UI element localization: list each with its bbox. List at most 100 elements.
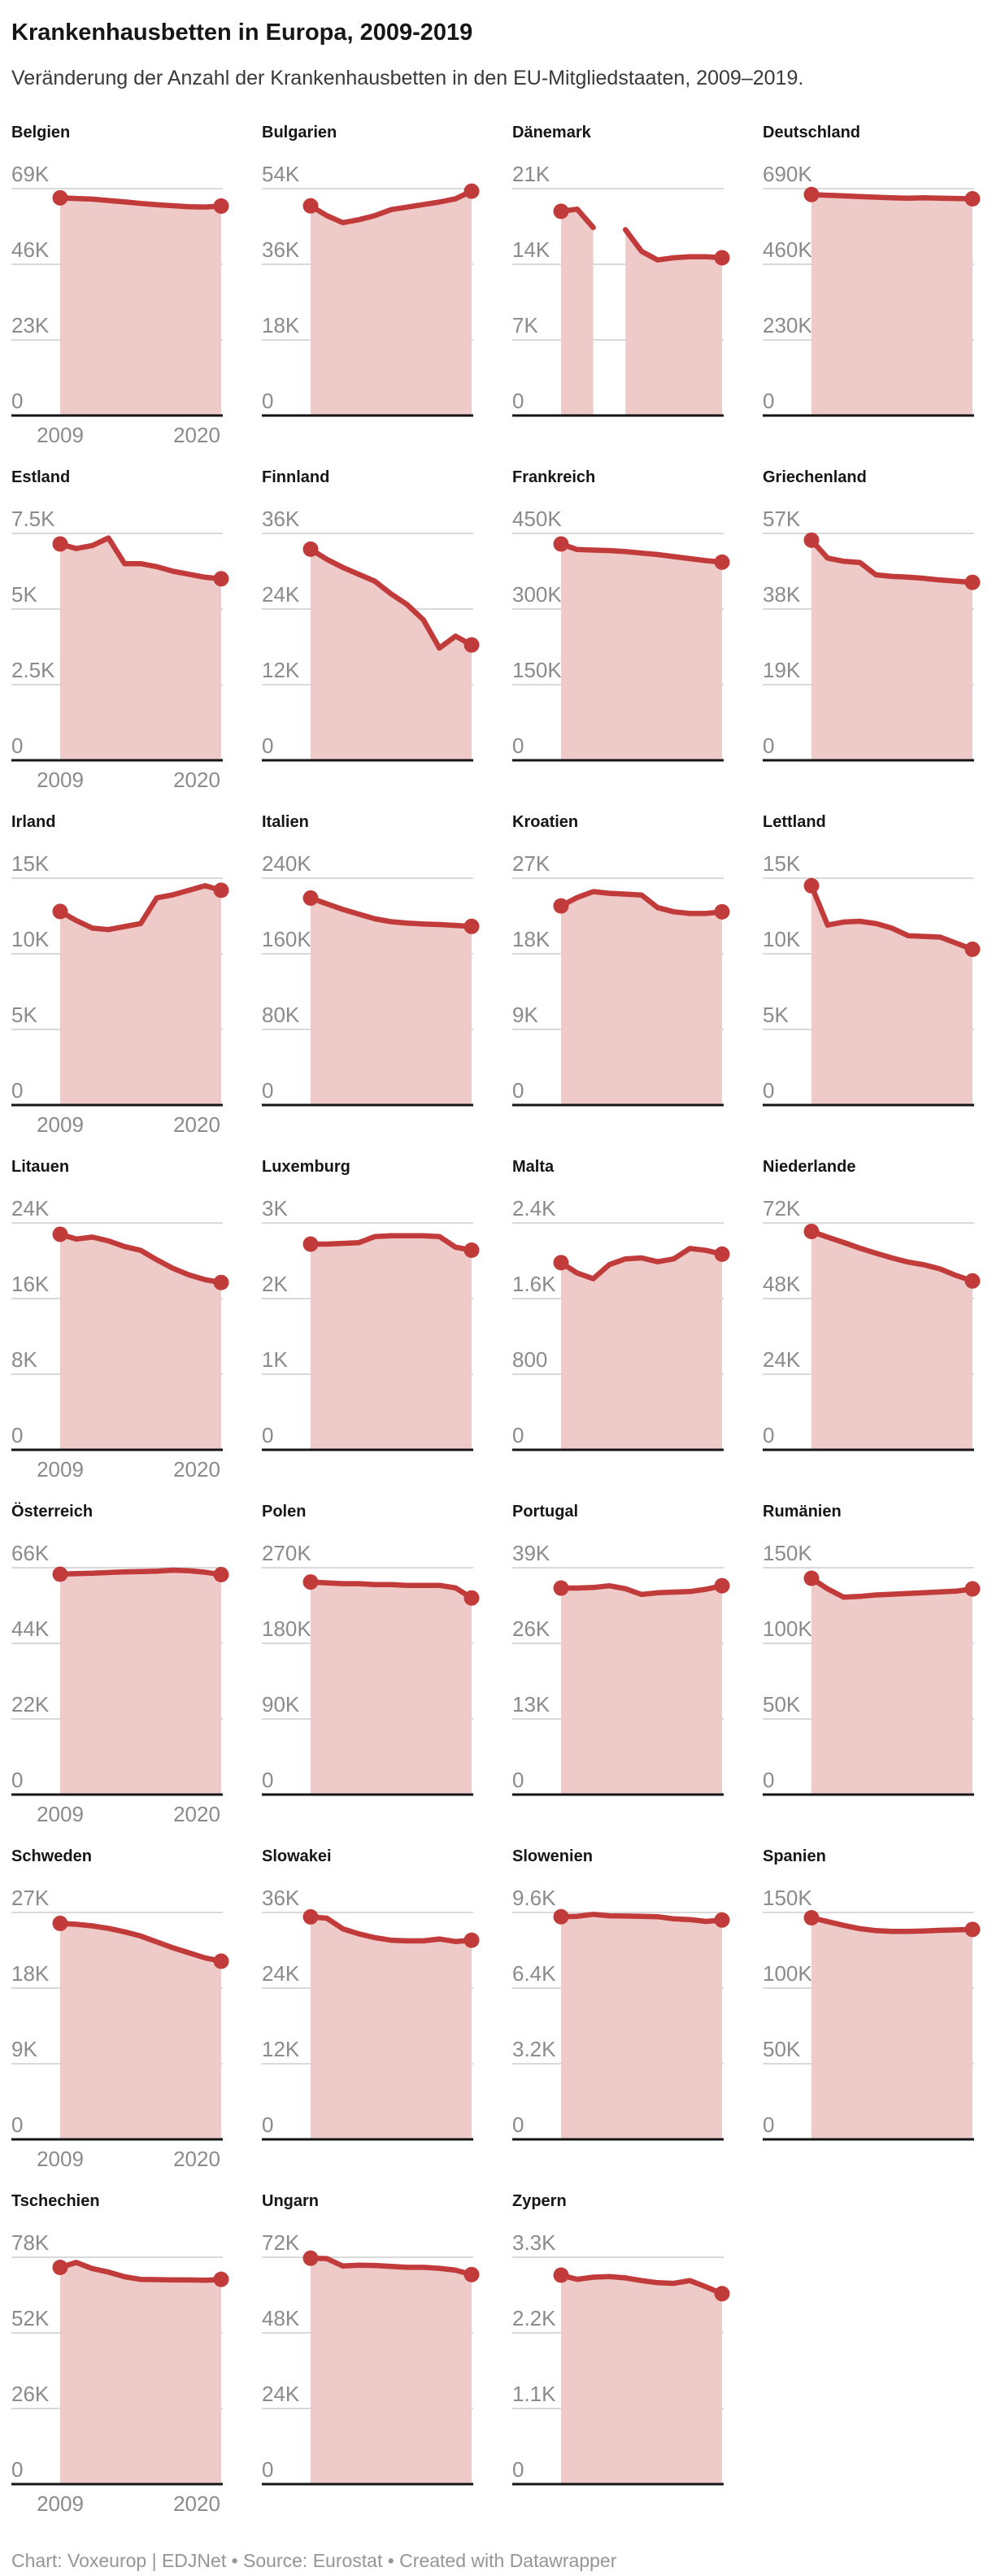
x-tick-label-start: 2009 bbox=[37, 1457, 84, 1482]
y-tick-label: 3.3K bbox=[512, 2230, 556, 2255]
area-fill bbox=[561, 2275, 722, 2484]
panel-title: Ungarn bbox=[262, 2192, 319, 2210]
panel-luxemburg: Luxemburg 3K 2K 1K 0 bbox=[262, 1156, 480, 1485]
y-tick-label: 0 bbox=[512, 1078, 524, 1103]
trend-line bbox=[558, 1582, 725, 1598]
y-tick-label: 38K bbox=[763, 582, 801, 607]
panel-chart: 270K 180K 90K 0 bbox=[262, 1541, 480, 1796]
endpoint-dot bbox=[463, 1932, 480, 1948]
y-tick-label: 5K bbox=[11, 1003, 37, 1027]
endpoint-dot bbox=[803, 186, 820, 202]
y-tick-label: 100K bbox=[763, 1617, 812, 1641]
y-tick-label: 66K bbox=[11, 1541, 50, 1565]
panel-title: Estland bbox=[11, 468, 71, 486]
y-tick-label: 150K bbox=[512, 658, 562, 682]
panel-chart: 21K 14K 7K 0 bbox=[512, 162, 730, 417]
area-fill bbox=[311, 2258, 472, 2484]
y-tick-label: 0 bbox=[262, 1768, 273, 1792]
panel-schweden: Schweden 27K 18K 9K 0 2009 2020 bbox=[11, 1846, 229, 2174]
y-tick-label: 14K bbox=[512, 237, 550, 262]
y-tick-label: 0 bbox=[11, 1423, 23, 1447]
panel-title: Tschechien bbox=[11, 2192, 100, 2210]
y-tick-label: 24K bbox=[11, 1196, 50, 1221]
panel-italien: Italien 240K 160K 80K 0 bbox=[262, 812, 480, 1140]
endpoint-dot bbox=[714, 554, 730, 570]
panel-title: Slowakei bbox=[262, 1847, 332, 1865]
endpoint-dot bbox=[463, 2266, 480, 2282]
y-tick-label: 27K bbox=[11, 1886, 50, 1910]
y-tick-label: 0 bbox=[11, 2113, 23, 2137]
y-tick-label: 15K bbox=[11, 851, 50, 876]
panel-chart: 3.3K 2.2K 1.1K 0 bbox=[512, 2230, 730, 2486]
area-fill bbox=[311, 1235, 472, 1450]
y-tick-label: 0 bbox=[763, 389, 774, 413]
panel-kroatien: Kroatien 27K 18K 9K 0 bbox=[512, 812, 730, 1140]
y-tick-label: 50K bbox=[763, 1692, 801, 1717]
panel-title: Luxemburg bbox=[262, 1158, 350, 1176]
y-tick-label: 0 bbox=[512, 1768, 524, 1792]
panel-chart: 2.4K 1.6K 800 0 bbox=[512, 1196, 730, 1451]
endpoint-dot bbox=[302, 1574, 319, 1590]
panel-title: Deutschland bbox=[763, 124, 861, 141]
x-tick-label-start: 2009 bbox=[37, 1112, 84, 1137]
panel-title: Spanien bbox=[763, 1847, 826, 1865]
y-tick-label: 180K bbox=[262, 1617, 311, 1641]
y-tick-label: 6.4K bbox=[512, 1961, 556, 1986]
y-tick-label: 24K bbox=[763, 1347, 801, 1372]
endpoint-dot bbox=[553, 2267, 569, 2283]
area-fill bbox=[60, 537, 221, 760]
y-tick-label: 0 bbox=[763, 733, 774, 758]
endpoint-dot bbox=[803, 1570, 820, 1586]
area-fill bbox=[60, 1234, 221, 1450]
endpoint-dot bbox=[803, 877, 820, 894]
y-tick-label: 15K bbox=[763, 851, 801, 876]
y-tick-label: 72K bbox=[262, 2230, 300, 2255]
y-tick-label: 36K bbox=[262, 1886, 300, 1910]
area-fill bbox=[811, 194, 972, 416]
y-tick-label: 24K bbox=[262, 1961, 300, 1986]
y-tick-label: 69K bbox=[11, 162, 50, 186]
y-tick-label: 9K bbox=[11, 2037, 37, 2061]
y-tick-label: 5K bbox=[11, 582, 37, 607]
y-tick-label: 2K bbox=[262, 1272, 288, 1296]
panel-chart: 57K 38K 19K 0 bbox=[763, 507, 981, 762]
y-tick-label: 0 bbox=[262, 389, 273, 413]
y-tick-label: 8K bbox=[11, 1347, 37, 1372]
x-tick-label-end: 2020 bbox=[173, 2147, 220, 2171]
y-tick-label: 78K bbox=[11, 2230, 50, 2255]
panel-chart: 72K 48K 24K 0 bbox=[763, 1196, 981, 1451]
y-tick-label: 5K bbox=[763, 1003, 789, 1027]
y-tick-label: 150K bbox=[763, 1886, 812, 1910]
area-fill bbox=[561, 1248, 722, 1450]
area-fill bbox=[60, 886, 221, 1105]
area-fill bbox=[60, 2262, 221, 2484]
y-tick-label: 0 bbox=[512, 389, 524, 413]
endpoint-dot bbox=[213, 1566, 229, 1582]
panel-deutschland: Deutschland 690K 460K 230K 0 bbox=[763, 122, 981, 450]
x-tick-label-end: 2020 bbox=[173, 1802, 220, 1826]
endpoint-dot bbox=[964, 1921, 981, 1938]
x-tick-label-end: 2020 bbox=[173, 423, 220, 447]
y-tick-label: 270K bbox=[262, 1541, 311, 1565]
y-tick-label: 3K bbox=[262, 1196, 288, 1221]
panel-chart: 69K 46K 23K 0 2009 2020 bbox=[11, 162, 229, 447]
trend-line bbox=[57, 1921, 224, 1965]
panel-title: Irland bbox=[11, 813, 56, 831]
trend-line bbox=[307, 1579, 475, 1601]
y-tick-label: 50K bbox=[763, 2037, 801, 2061]
area-fill bbox=[561, 1914, 722, 2139]
panel-chart: 54K 36K 18K 0 bbox=[262, 162, 480, 417]
panel-chart: 7.5K 5K 2.5K 0 2009 2020 bbox=[11, 507, 229, 792]
endpoint-dot bbox=[964, 1273, 981, 1289]
panel-chart: 15K 10K 5K 0 bbox=[763, 851, 981, 1107]
area-fill bbox=[625, 229, 722, 416]
y-tick-label: 150K bbox=[763, 1541, 812, 1565]
area-fill bbox=[561, 209, 594, 416]
trend-line bbox=[57, 1231, 224, 1286]
endpoint-dot bbox=[52, 189, 68, 206]
trend-line bbox=[808, 1575, 976, 1600]
endpoint-dot bbox=[52, 1226, 68, 1242]
panel-chart: 27K 18K 9K 0 bbox=[512, 851, 730, 1107]
area-fill bbox=[60, 1923, 221, 2139]
trend-line bbox=[307, 895, 475, 929]
